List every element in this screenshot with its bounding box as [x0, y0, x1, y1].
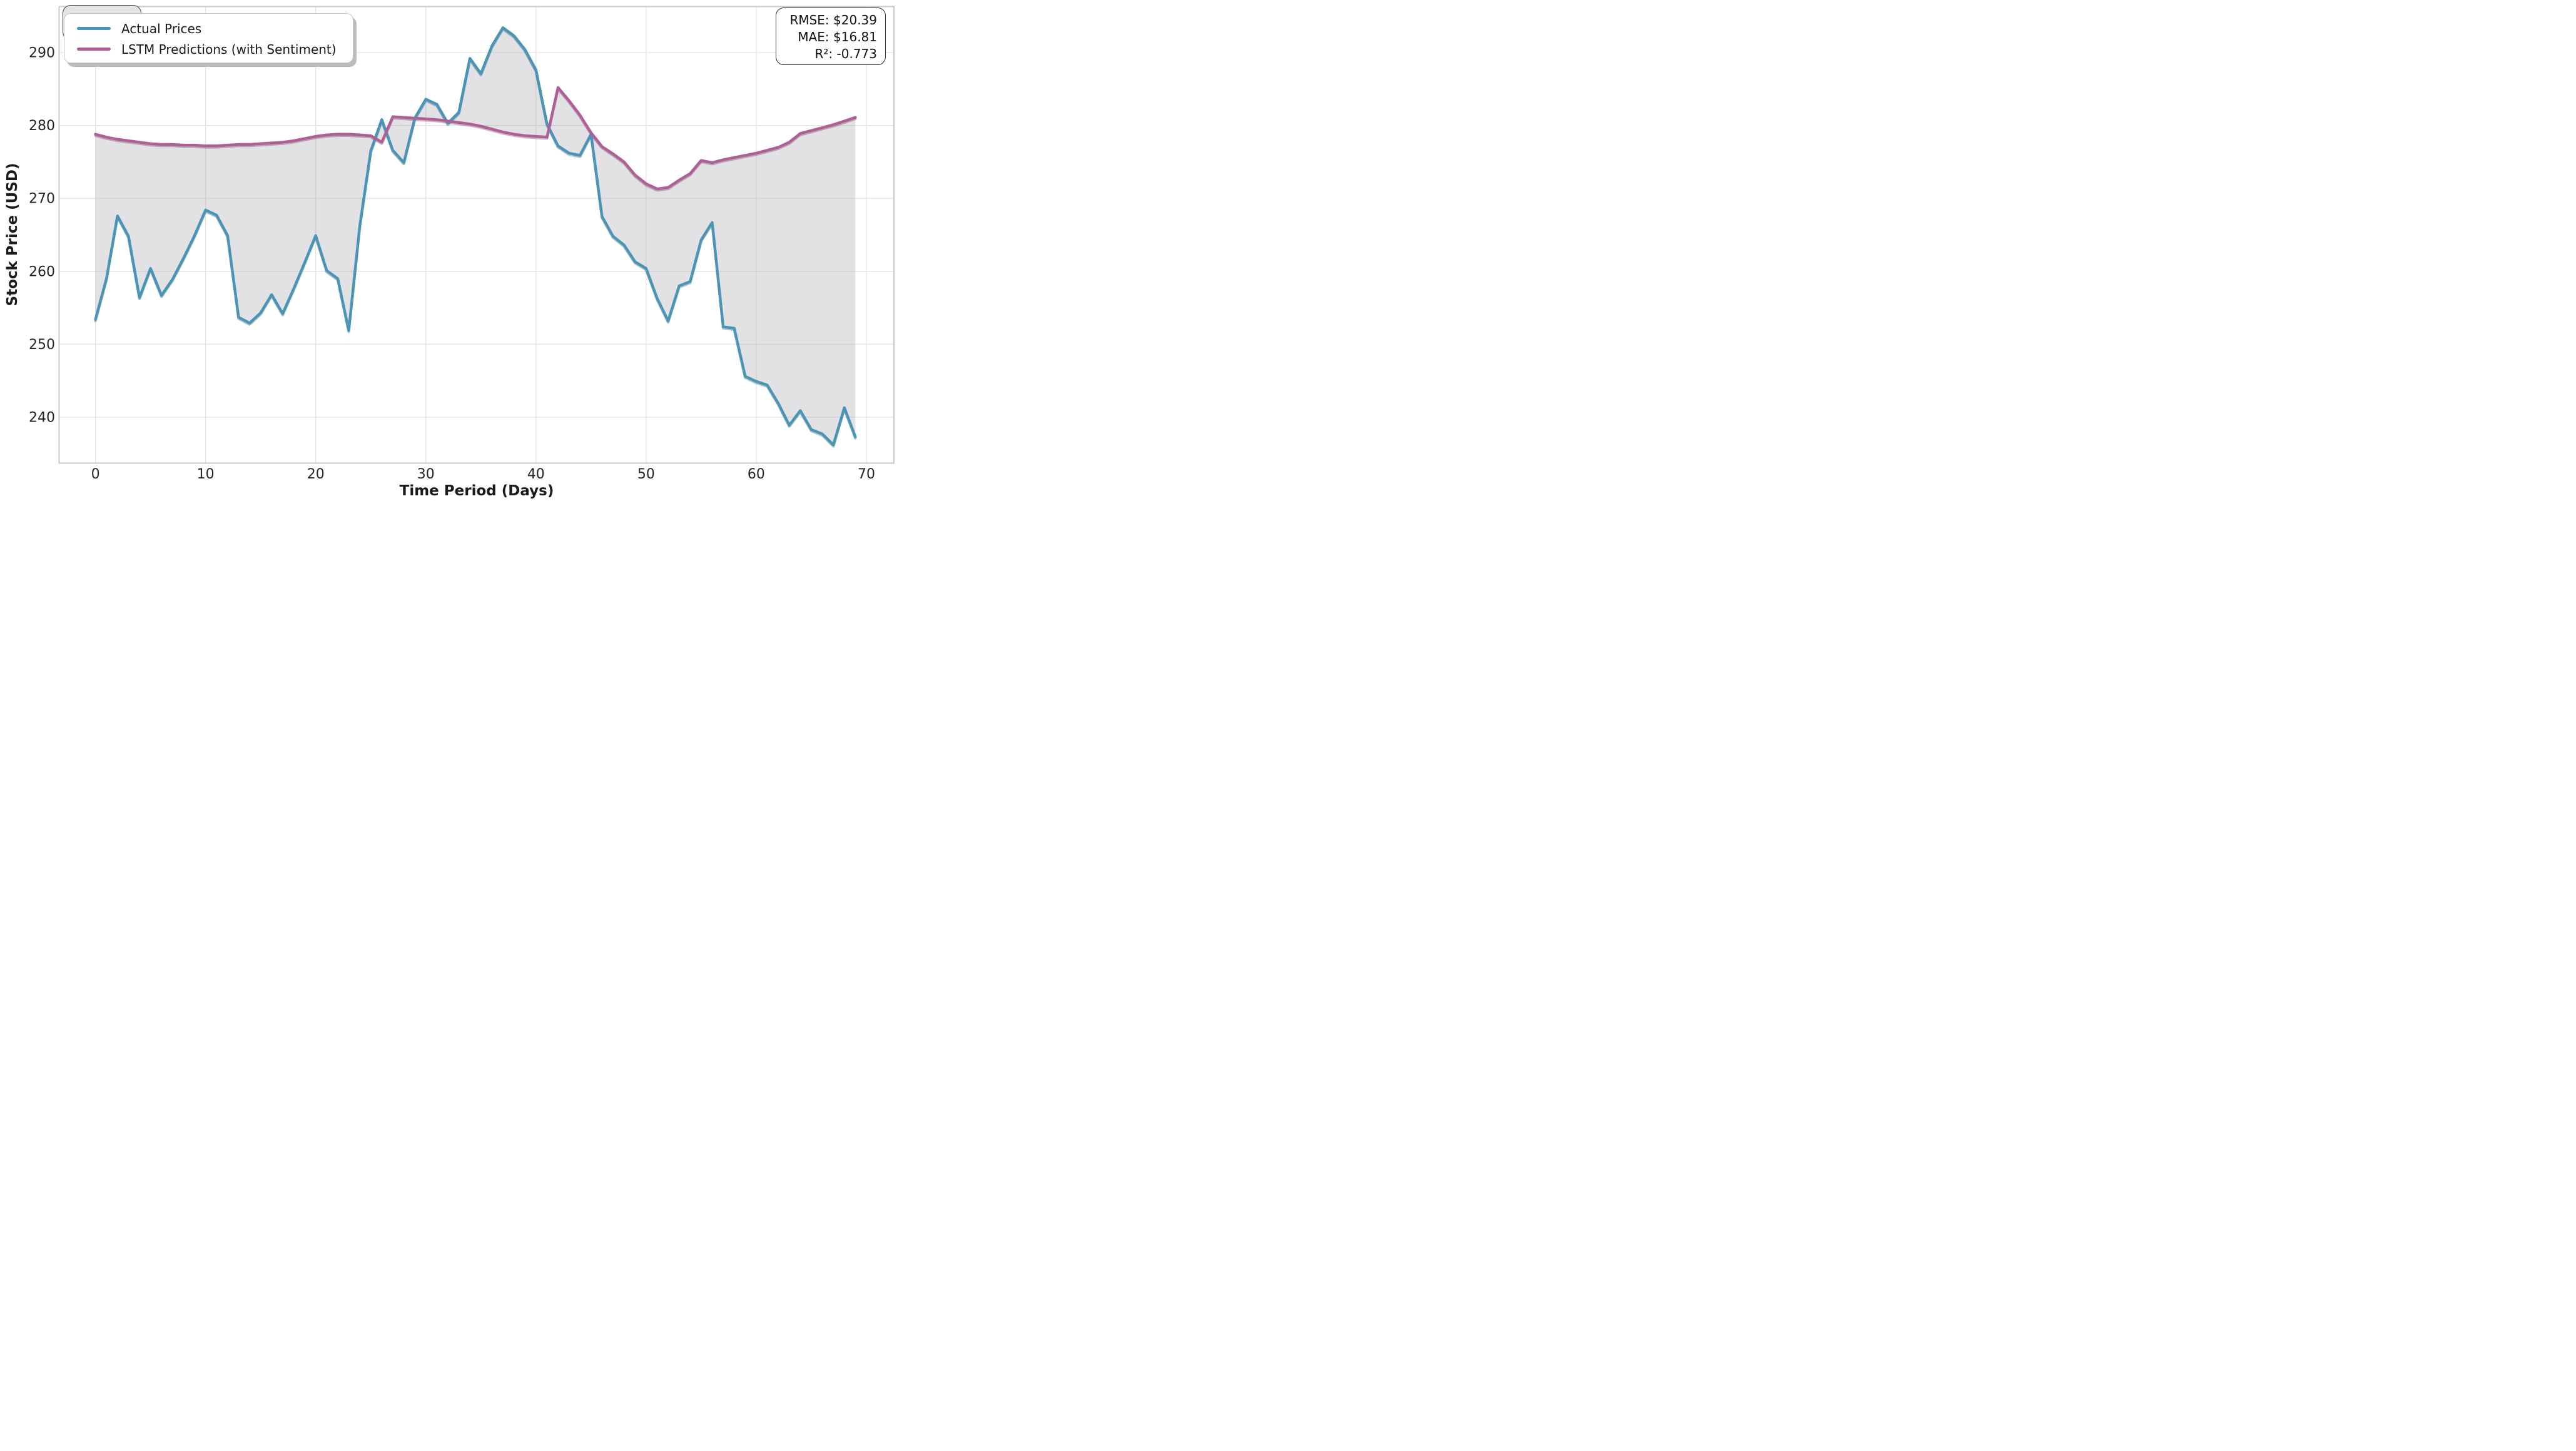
lstm-predictions-line-swatch	[77, 48, 111, 51]
y-tick-label: 280	[29, 118, 55, 134]
actual-prices-line-swatch	[77, 27, 111, 30]
legend-item-actual: Actual Prices	[77, 18, 353, 39]
y-axis-title: Stock Price (USD)	[4, 163, 21, 306]
x-tick-label: 40	[527, 467, 545, 482]
x-tick-label: 50	[637, 467, 655, 482]
y-tick-label: 290	[29, 45, 55, 61]
actual-prices-line	[94, 26, 857, 447]
x-tick-label: 10	[197, 467, 215, 482]
legend: Actual Prices LSTM Predictions (with Sen…	[64, 13, 353, 63]
legend-label-actual: Actual Prices	[121, 21, 202, 36]
x-tick-label: 0	[91, 467, 100, 482]
x-tick-label: 20	[307, 467, 325, 482]
legend-item-lstm: LSTM Predictions (with Sentiment)	[77, 39, 353, 59]
rmse-value: RMSE: $20.39	[789, 13, 877, 28]
y-tick-label: 250	[29, 337, 55, 353]
metrics-annotation-box: RMSE: $20.39 MAE: $16.81 R²: -0.773	[776, 8, 886, 65]
lstm-predictions-line	[94, 86, 857, 191]
x-tick-label: 70	[858, 467, 875, 482]
legend-label-lstm: LSTM Predictions (with Sentiment)	[121, 41, 337, 57]
y-tick-label: 270	[29, 191, 55, 207]
stock-prediction-chart-figure: 0 10 20 30 40 50 60 70 240 250 260 270 280 290 Time P…	[0, 0, 901, 507]
y-tick-label: 260	[29, 264, 55, 280]
line-chart-canvas: 0 10 20 30 40 50 60 70 240 250 260 270 280 290	[29, 6, 895, 482]
x-axis-title: Time Period (Days)	[399, 483, 554, 499]
x-tick-label: 30	[417, 467, 435, 482]
x-tick-label: 60	[748, 467, 765, 482]
y-tick-label: 240	[29, 410, 55, 426]
error-fill-region	[95, 28, 856, 445]
axes-spines	[58, 6, 895, 464]
mae-value: MAE: $16.81	[798, 29, 877, 44]
r2-value: R²: -0.773	[814, 46, 877, 61]
